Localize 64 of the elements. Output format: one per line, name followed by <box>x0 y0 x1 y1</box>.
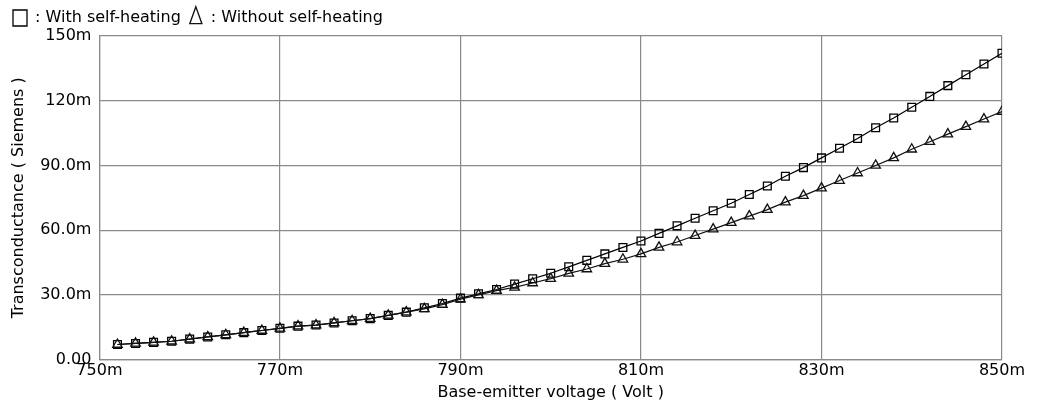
point <box>834 174 845 184</box>
x-tick-label: 770m <box>256 360 303 380</box>
point <box>907 102 917 112</box>
point <box>853 133 863 144</box>
point <box>835 143 845 153</box>
y-axis-title: Transconductance ( Siemens ) <box>7 77 27 320</box>
point <box>889 113 899 123</box>
point <box>690 213 700 223</box>
x-tick-label: 850m <box>978 360 1026 380</box>
point <box>654 228 664 238</box>
point <box>707 222 719 233</box>
point <box>780 171 790 181</box>
y-tick-label: 30.0m <box>40 284 92 304</box>
point <box>798 189 809 200</box>
point <box>798 163 808 173</box>
point <box>618 242 628 252</box>
point <box>635 247 647 258</box>
point <box>546 268 556 278</box>
point <box>816 181 827 192</box>
point <box>726 198 736 208</box>
point <box>816 153 827 163</box>
point <box>653 241 665 251</box>
point <box>689 229 701 239</box>
point <box>852 166 863 177</box>
point <box>617 253 629 263</box>
y-tick-label: 90.0m <box>40 154 92 174</box>
point <box>708 206 718 216</box>
point <box>563 267 575 277</box>
point <box>961 70 971 80</box>
point <box>581 262 593 273</box>
point <box>942 128 954 138</box>
x-axis-title: Base-emitter voltage ( Volt ) <box>437 381 664 401</box>
point <box>779 195 791 206</box>
point <box>671 235 683 246</box>
y-tick-label: 60.0m <box>40 219 92 239</box>
point <box>744 190 754 200</box>
point <box>672 221 682 231</box>
point <box>924 135 936 146</box>
point <box>582 255 592 265</box>
legend-label: : With self-heating <box>35 7 181 27</box>
point <box>761 203 773 214</box>
x-tick-label: 790m <box>437 360 484 380</box>
point <box>978 112 990 123</box>
x-tick-label: 810m <box>617 360 665 380</box>
point <box>725 216 737 227</box>
point <box>960 120 972 131</box>
point <box>925 91 935 101</box>
point <box>743 209 755 220</box>
point <box>870 159 882 169</box>
x-tick-label: 830m <box>798 360 845 380</box>
y-tick-label: 150m <box>45 25 92 45</box>
point <box>564 262 574 272</box>
legend-label: : Without self-heating <box>210 7 383 27</box>
point <box>600 249 610 259</box>
point <box>599 257 611 267</box>
point <box>979 59 989 69</box>
point <box>888 151 900 162</box>
point <box>871 123 881 133</box>
y-tick-label: 120m <box>45 89 92 109</box>
point <box>636 236 646 246</box>
point <box>943 81 953 91</box>
point <box>762 181 772 191</box>
point <box>545 272 557 283</box>
point <box>906 143 918 153</box>
